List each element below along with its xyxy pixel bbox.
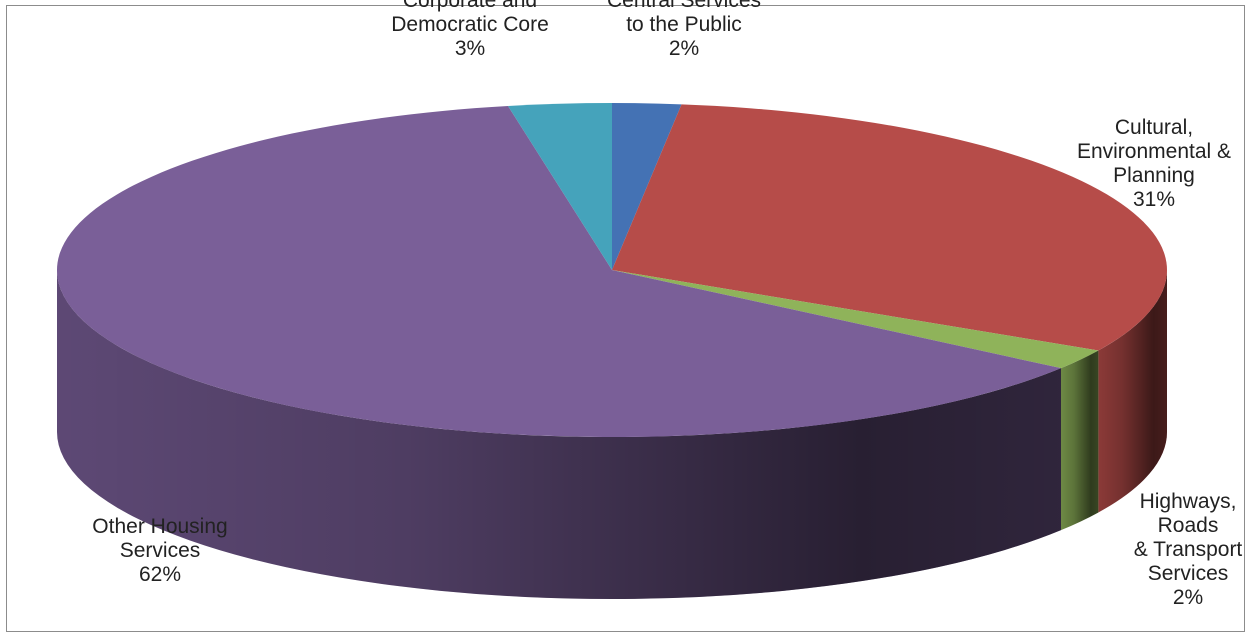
slice-label-line: Services: [120, 539, 201, 562]
slice-label-4: Corporate and Democratic Core 3%: [391, 0, 549, 60]
slice-top-2: [612, 270, 1099, 369]
slice-side-shade-1: [1098, 270, 1167, 513]
slice-pct-label: 3%: [455, 37, 485, 60]
slice-top-3: [56, 105, 1062, 437]
slice-top-1: [612, 104, 1168, 351]
slice-label-line: Services: [1148, 562, 1229, 585]
slice-top-4: [508, 103, 612, 270]
slice-pct-label: 2%: [1173, 586, 1203, 609]
slice-pct-label: 62%: [139, 563, 181, 586]
slice-label-line: Highways,: [1140, 490, 1237, 513]
slice-label-1: Cultural, Environmental & Planning 31%: [1077, 116, 1231, 211]
slice-label-line: Democratic Core: [391, 13, 549, 36]
slice-label-line: & Transport: [1134, 538, 1243, 561]
slice-label-line: Other Housing: [92, 515, 227, 538]
slice-pct-label: 31%: [1133, 188, 1175, 211]
slice-side-shade-2: [1061, 350, 1099, 531]
pie-tops: [56, 103, 1168, 437]
pie-labels: Central Services to the Public 2%Cultural,…: [92, 0, 1242, 609]
slice-label-line: Roads: [1158, 514, 1219, 537]
slice-label-line: Cultural,: [1115, 116, 1193, 139]
slice-side-shade-3: [57, 270, 1062, 600]
slice-label-line: to the Public: [626, 13, 742, 36]
slice-label-2: Highways, Roads & Transport Services 2%: [1134, 490, 1243, 609]
slice-label-3: Other Housing Services 62%: [92, 515, 227, 586]
pie-sides: [57, 270, 1167, 600]
slice-label-line: Planning: [1113, 164, 1195, 187]
slice-top-0: [612, 103, 682, 270]
slice-label-line: Environmental &: [1077, 140, 1231, 163]
slice-pct-label: 2%: [669, 37, 699, 60]
slice-label-0: Central Services to the Public 2%: [607, 0, 761, 60]
slice-label-line: Central Services: [607, 0, 761, 12]
slice-label-line: Corporate and: [403, 0, 537, 12]
